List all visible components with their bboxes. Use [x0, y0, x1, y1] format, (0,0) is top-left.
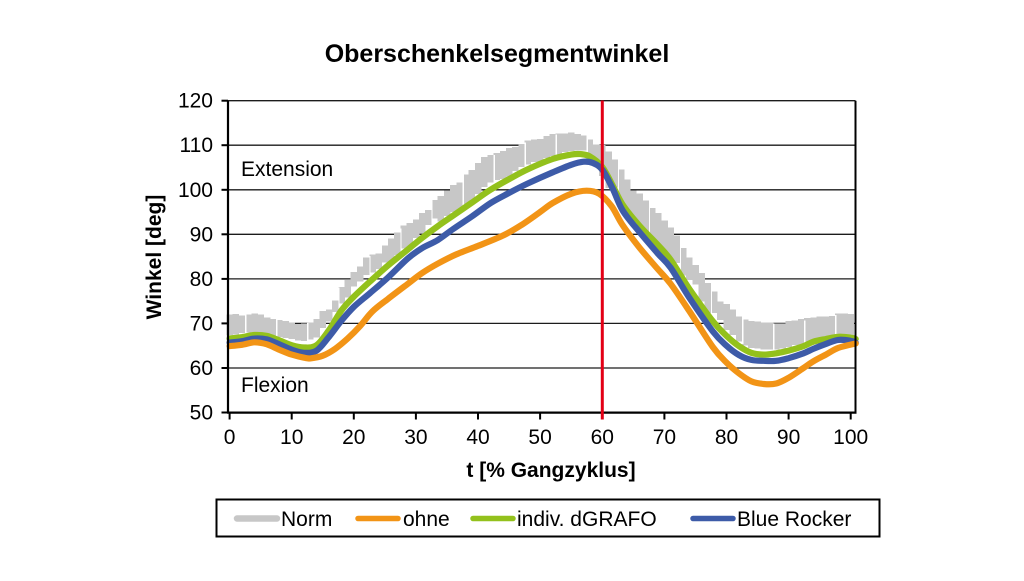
svg-text:Oberschenkelsegmentwinkel: Oberschenkelsegmentwinkel	[325, 40, 670, 68]
svg-text:110: 110	[180, 134, 213, 157]
svg-text:Blue Rocker: Blue Rocker	[737, 508, 851, 531]
svg-text:120: 120	[178, 90, 213, 113]
svg-text:60: 60	[591, 426, 614, 449]
svg-text:50: 50	[528, 426, 551, 449]
svg-text:Extension: Extension	[241, 158, 333, 181]
svg-text:70: 70	[190, 312, 213, 335]
svg-text:70: 70	[653, 426, 676, 449]
svg-text:80: 80	[715, 426, 738, 449]
svg-text:90: 90	[190, 223, 213, 246]
svg-text:90: 90	[777, 426, 800, 449]
svg-text:10: 10	[280, 426, 303, 449]
svg-text:indiv. dGRAFO: indiv. dGRAFO	[517, 508, 657, 531]
svg-text:60: 60	[190, 357, 213, 380]
svg-text:Flexion: Flexion	[241, 374, 309, 397]
svg-text:100: 100	[178, 179, 213, 202]
svg-text:0: 0	[224, 426, 236, 449]
svg-text:30: 30	[404, 426, 427, 449]
svg-text:ohne: ohne	[403, 508, 450, 531]
svg-text:40: 40	[466, 426, 489, 449]
svg-text:50: 50	[190, 402, 213, 425]
svg-text:Norm: Norm	[281, 508, 332, 531]
svg-text:100: 100	[833, 426, 868, 449]
svg-text:t [% Gangzyklus]: t [% Gangzyklus]	[466, 459, 635, 482]
svg-text:80: 80	[190, 268, 213, 291]
svg-text:20: 20	[342, 426, 365, 449]
svg-text:Winkel [deg]: Winkel [deg]	[143, 195, 166, 320]
